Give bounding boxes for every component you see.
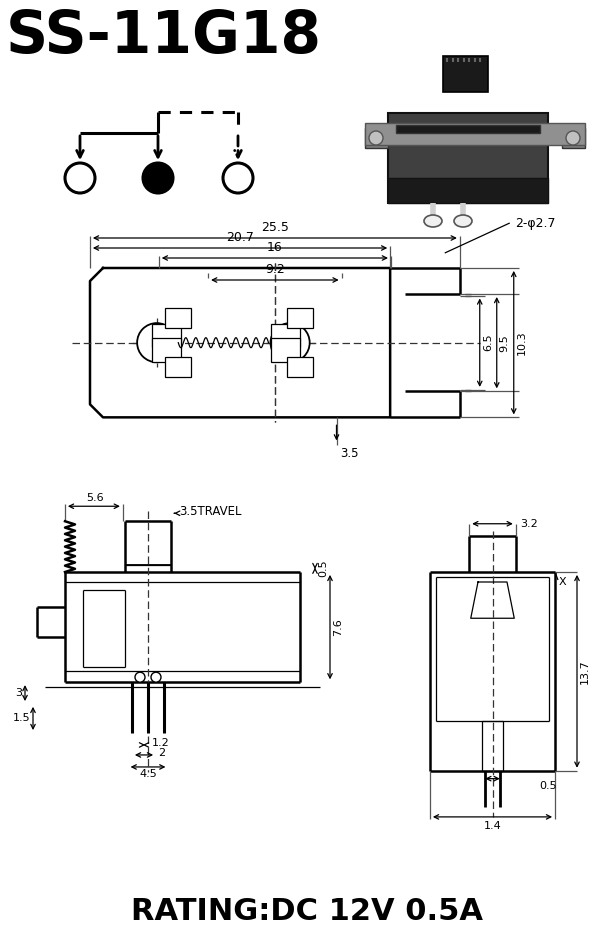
Text: X: X: [559, 577, 567, 587]
Text: 16: 16: [267, 241, 283, 254]
Text: 1.2: 1.2: [152, 738, 169, 748]
Text: 2: 2: [158, 748, 165, 758]
Bar: [365, 128, 388, 148]
Bar: [271, 324, 300, 347]
Text: 7.6: 7.6: [333, 618, 343, 636]
Text: 10.3: 10.3: [517, 331, 527, 355]
Text: 1.5: 1.5: [12, 714, 30, 724]
Bar: [388, 178, 548, 203]
Bar: [365, 123, 585, 145]
Bar: [388, 113, 548, 203]
Ellipse shape: [454, 215, 472, 227]
Text: 0.5: 0.5: [318, 559, 328, 577]
Circle shape: [223, 163, 253, 193]
Text: 9.5: 9.5: [500, 333, 510, 351]
Circle shape: [369, 131, 383, 145]
Text: 25.5: 25.5: [261, 221, 289, 234]
Circle shape: [137, 323, 176, 362]
Text: 9.2: 9.2: [265, 263, 285, 276]
Text: RATING:DC 12V 0.5A: RATING:DC 12V 0.5A: [131, 898, 483, 927]
Circle shape: [143, 163, 173, 193]
Text: 6.5: 6.5: [483, 333, 493, 351]
Bar: [443, 56, 488, 92]
Bar: [152, 324, 181, 347]
Circle shape: [151, 672, 161, 682]
Text: 3.5: 3.5: [341, 447, 359, 460]
Bar: [287, 357, 313, 377]
Bar: [165, 308, 191, 328]
Text: 0.5: 0.5: [539, 781, 556, 791]
Bar: [152, 338, 181, 361]
Circle shape: [135, 672, 145, 682]
Text: 2-φ2.7: 2-φ2.7: [515, 217, 555, 230]
Circle shape: [271, 323, 309, 362]
Text: 13.7: 13.7: [580, 659, 590, 684]
Text: 20.7: 20.7: [226, 231, 254, 244]
Bar: [271, 338, 300, 361]
Text: 4.5: 4.5: [139, 769, 157, 779]
Bar: [165, 357, 191, 377]
Bar: [396, 125, 540, 133]
Circle shape: [65, 163, 95, 193]
Ellipse shape: [424, 215, 442, 227]
Bar: [287, 308, 313, 328]
Circle shape: [566, 131, 580, 145]
Text: 3: 3: [15, 688, 22, 698]
Text: 5.6: 5.6: [86, 493, 104, 503]
Text: 3.5TRAVEL: 3.5TRAVEL: [179, 504, 242, 517]
Text: 1.4: 1.4: [484, 821, 502, 831]
Bar: [562, 128, 585, 148]
Text: SS-11G18: SS-11G18: [6, 8, 322, 65]
Text: 3.2: 3.2: [519, 518, 537, 529]
